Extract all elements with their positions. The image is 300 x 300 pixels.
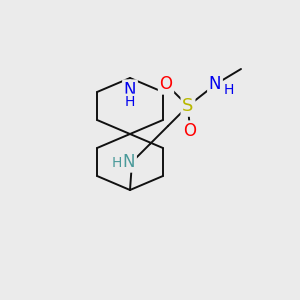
Text: O: O <box>184 122 196 140</box>
Text: N: N <box>123 153 135 171</box>
Text: H: H <box>112 156 122 170</box>
Text: S: S <box>182 97 194 115</box>
Text: H: H <box>125 95 135 109</box>
Text: N: N <box>124 81 136 99</box>
Text: N: N <box>209 75 221 93</box>
Text: O: O <box>160 75 172 93</box>
Text: H: H <box>224 83 234 97</box>
